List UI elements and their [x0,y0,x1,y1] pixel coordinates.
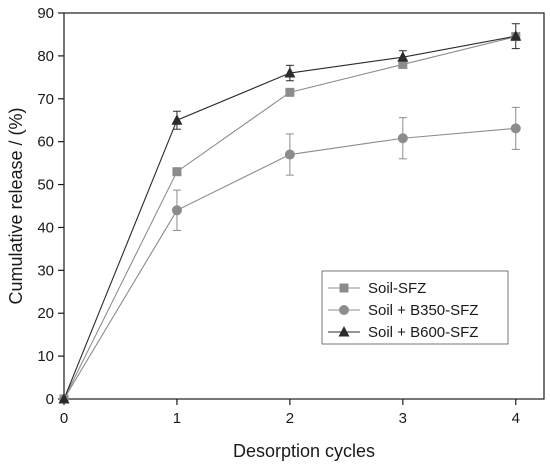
data-point [172,167,182,177]
y-tick-label: 10 [37,348,54,365]
data-point [510,123,521,134]
data-point [58,393,70,404]
plot-frame [63,12,545,400]
y-tick-label: 50 [37,177,54,194]
error-bars [172,23,520,231]
series-markers [58,30,522,404]
y-tick-label: 30 [37,262,54,279]
data-point [398,59,408,69]
x-tick-label: 4 [512,410,520,427]
legend-label: Soil + B600-SFZ [368,324,478,341]
x-tick-label: 0 [60,410,68,427]
y-tick-label: 80 [37,48,54,65]
data-point [171,114,183,125]
data-point [285,87,295,97]
y-axis-title: Cumulative release / (%) [6,107,26,304]
x-tick-label: 1 [173,410,181,427]
legend-marker [339,305,349,315]
x-tick-label: 2 [286,410,294,427]
y-tick-label: 0 [46,391,54,408]
y-tick-label: 20 [37,305,54,322]
data-point [284,67,296,78]
data-point [171,205,182,216]
legend-label: Soil-SFZ [368,280,426,297]
data-point [397,133,408,144]
axes [63,12,545,400]
legend-label: Soil + B350-SFZ [368,302,478,319]
legend: Soil-SFZ Soil + B350-SFZ Soil + B600-SFZ [321,270,509,345]
data-point [397,51,409,62]
y-tick-label: 90 [37,5,54,22]
data-point [510,30,522,41]
x-tick-label: 3 [399,410,407,427]
data-point [284,149,295,160]
legend-marker [338,326,350,337]
y-tick-label: 60 [37,134,54,151]
legend-marker [339,283,349,293]
y-tick-label: 70 [37,91,54,108]
y-tick-label: 40 [37,219,54,236]
x-axis-title: Desorption cycles [233,441,375,461]
